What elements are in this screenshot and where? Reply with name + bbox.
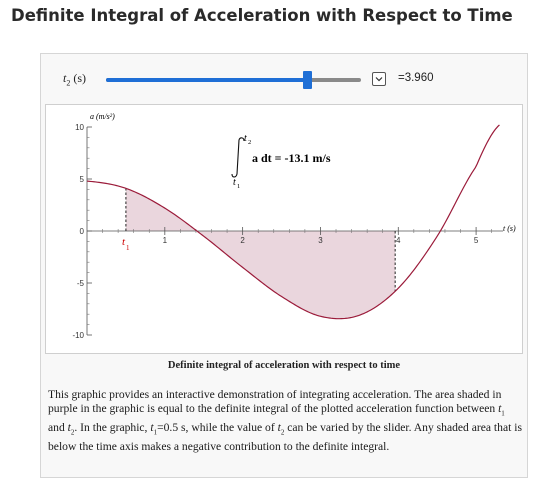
desc-part-2: . In the graphic, (74, 420, 151, 434)
t2-slider[interactable] (106, 78, 361, 82)
t1-marker-label: t 1 (122, 236, 130, 252)
page-title: Definite Integral of Acceleration with R… (11, 6, 513, 25)
x-axis-label: t (s) (503, 224, 516, 233)
desc-var-t2-b-sub: 2 (280, 428, 285, 437)
x-ticks: 1 2 3 4 5 (102, 227, 492, 245)
desc-part-1: This graphic provides an interactive dem… (48, 388, 502, 416)
x-tick-label: 4 (396, 236, 401, 245)
y-tick-label: 5 (80, 175, 85, 184)
y-tick-label: 10 (75, 123, 84, 132)
y-axis-label: a (m/s²) (90, 112, 115, 121)
integral-expression: t 2 t 1 a dt = -13.1 m/s (231, 133, 331, 190)
x-tick-label: 3 (318, 236, 323, 245)
expand-controls-button[interactable] (372, 72, 386, 86)
x-tick-label: 2 (240, 236, 245, 245)
acceleration-curve (86, 124, 500, 320)
desc-part-4: can be varied by the slider. Any shaded … (48, 420, 522, 453)
desc-part-3: =0.5 s, while the value of (157, 420, 278, 434)
x-tick-label: 1 (163, 236, 168, 245)
figure-caption: Definite integral of acceleration with r… (167, 360, 401, 371)
slider-label: t2 (s) (63, 71, 86, 87)
t2-value-readout: =3.960 (398, 72, 434, 84)
integral-value: a dt = -13.1 m/s (252, 151, 331, 165)
y-tick-label: 0 (80, 227, 85, 236)
desc-var-t1-b-sub: 1 (153, 428, 158, 437)
integral-lower-limit: t (233, 177, 236, 188)
chevron-down-icon (375, 77, 383, 82)
t1-label: t (122, 236, 126, 248)
t1-label-sub: 1 (126, 244, 130, 252)
integral-upper-limit: t (244, 133, 247, 144)
integral-upper-sub: 2 (248, 139, 251, 146)
y-tick-label: -5 (77, 279, 85, 288)
description-text: This graphic provides an interactive dem… (48, 388, 524, 454)
desc-var-t1-sub: 1 (501, 409, 505, 418)
slider-fill (106, 78, 308, 82)
slider-label-var: t (63, 71, 67, 85)
plot-frame (45, 104, 523, 354)
integral-lower-sub: 1 (237, 183, 240, 190)
desc-var-t1-b: t (150, 420, 154, 434)
slider-label-unit: (s) (70, 71, 87, 85)
slider-label-sub: 2 (66, 78, 71, 88)
desc-var-t2-sub: 2 (70, 428, 75, 437)
slider-thumb[interactable] (303, 71, 313, 89)
desc-and: and (48, 420, 68, 434)
desc-var-t2: t (67, 420, 71, 434)
x-tick-label: 5 (474, 236, 479, 245)
integral-sign-icon (231, 137, 245, 178)
desc-var-t1: t (498, 402, 502, 416)
integral-shaded-area (125, 188, 396, 319)
acceleration-plot: 10 5 0 -5 -10 1 2 3 4 5 a (m/s²) t (s) t 1 t 2 t… (72, 112, 516, 340)
desc-var-t2-b: t (277, 420, 281, 434)
y-ticks: 10 5 0 -5 -10 (72, 123, 92, 340)
y-tick-label: -10 (72, 331, 84, 340)
